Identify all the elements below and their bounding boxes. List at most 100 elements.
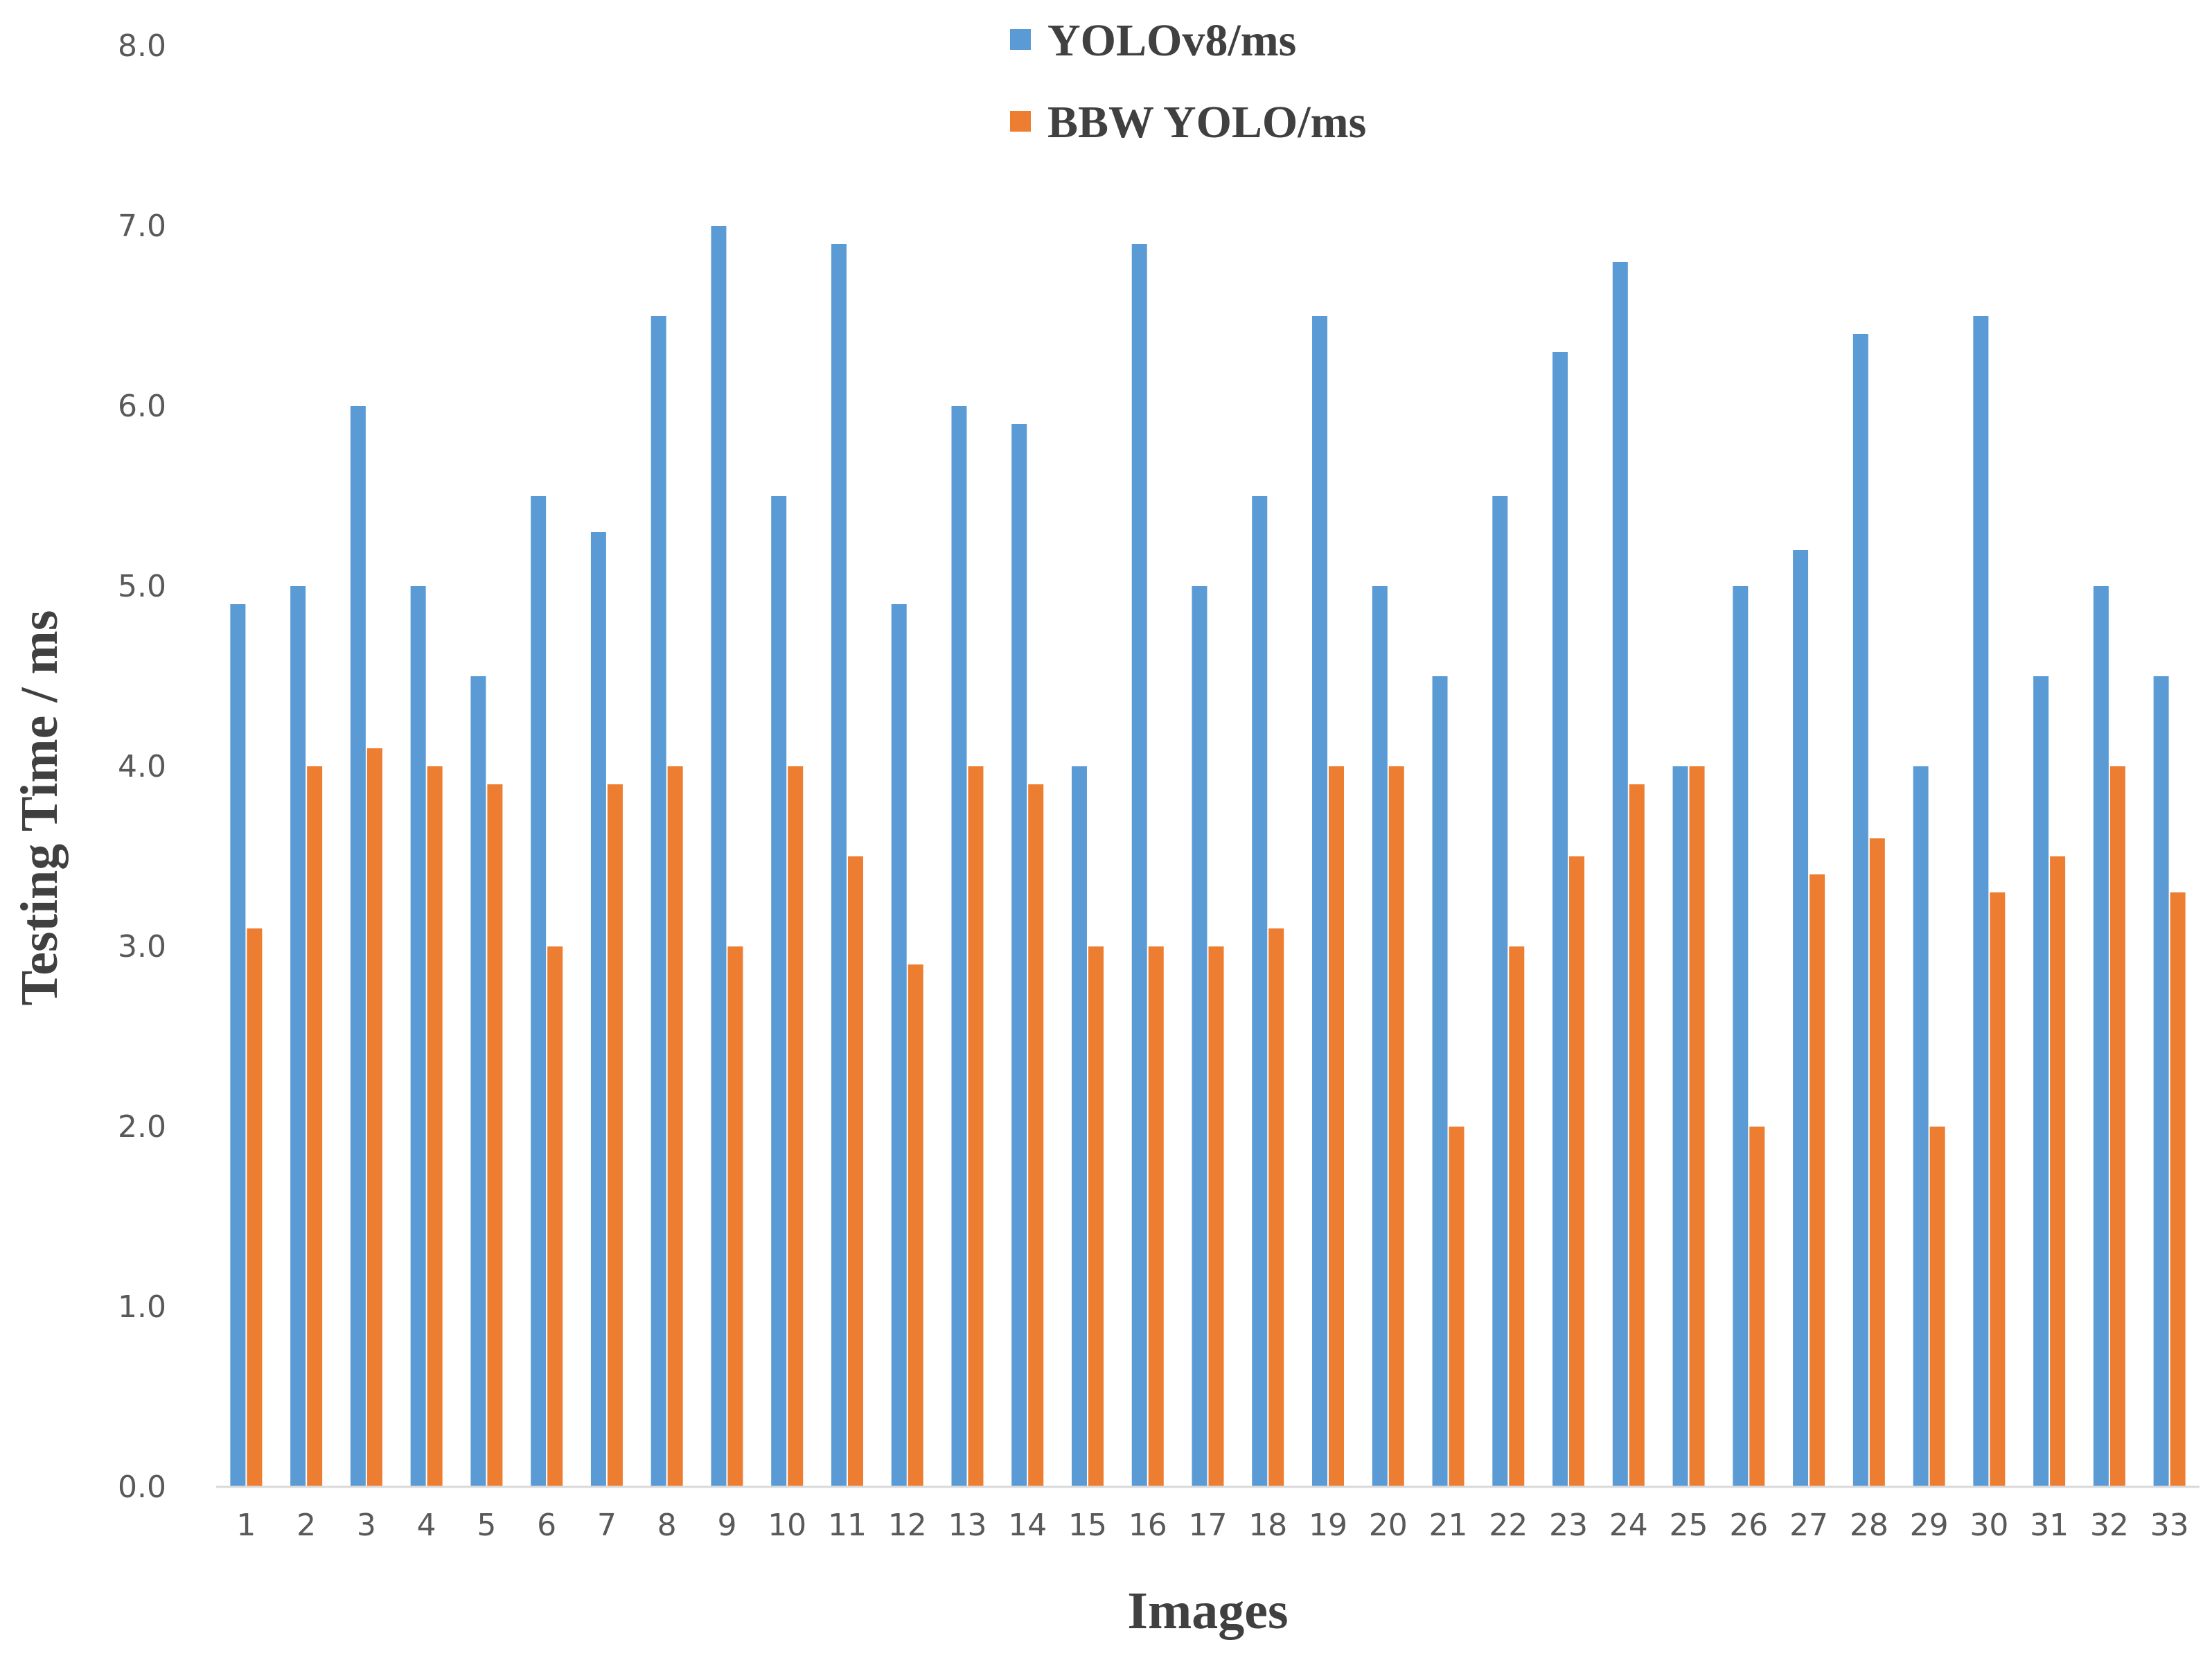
bar-bbw-yolo-19	[1329, 766, 1345, 1487]
y-tick-label: 1.0	[118, 1289, 166, 1325]
bar-bbw-yolo-16	[1148, 946, 1164, 1487]
bar-yolov8-17	[1192, 586, 1207, 1487]
bar-bbw-yolo-7	[607, 784, 623, 1487]
x-axis-title: Images	[1127, 1582, 1288, 1640]
x-tick-label: 26	[1729, 1508, 1768, 1543]
bar-bbw-yolo-29	[1929, 1127, 1945, 1487]
x-tick-label: 21	[1429, 1508, 1468, 1543]
x-tick-label: 23	[1549, 1508, 1588, 1543]
bar-yolov8-5	[470, 676, 486, 1487]
y-axis-ticks: 0.0 1.0 2.0 3.0 4.0 5.0 6.0 7.0 8.0	[118, 28, 166, 1505]
x-tick-label: 1	[236, 1508, 256, 1543]
bar-yolov8-15	[1071, 766, 1087, 1487]
bar-bbw-yolo-21	[1449, 1127, 1465, 1487]
bar-bbw-yolo-15	[1088, 946, 1104, 1487]
bar-yolov8-13	[951, 406, 967, 1487]
y-tick-label: 5.0	[118, 569, 166, 604]
bar-bbw-yolo-30	[1990, 892, 2006, 1487]
x-tick-label: 7	[597, 1508, 617, 1543]
bar-yolov8-11	[831, 244, 847, 1487]
x-tick-label: 31	[2030, 1508, 2069, 1543]
bar-bbw-yolo-32	[2109, 766, 2125, 1487]
bar-yolov8-12	[891, 604, 907, 1487]
bar-yolov8-28	[1852, 334, 1868, 1487]
bar-yolov8-31	[2033, 676, 2049, 1487]
legend-swatch-bbw-yolo	[1010, 111, 1031, 132]
x-tick-label: 25	[1670, 1508, 1708, 1543]
bar-yolov8-16	[1131, 244, 1147, 1487]
bar-yolov8-7	[590, 532, 606, 1487]
bar-yolov8-32	[2093, 586, 2109, 1487]
bar-bbw-yolo-33	[2170, 892, 2186, 1487]
bar-yolov8-19	[1312, 316, 1328, 1487]
x-tick-label: 13	[948, 1508, 986, 1543]
bar-bbw-yolo-25	[1689, 766, 1705, 1487]
x-tick-label: 30	[1970, 1508, 2008, 1543]
y-axis-title: Testing Time / ms	[10, 610, 69, 1006]
bar-yolov8-6	[531, 496, 547, 1487]
x-tick-label: 15	[1068, 1508, 1107, 1543]
bar-bbw-yolo-23	[1569, 856, 1585, 1487]
y-tick-label: 7.0	[118, 209, 166, 244]
bar-yolov8-33	[2153, 676, 2169, 1487]
x-tick-label: 2	[297, 1508, 316, 1543]
bar-yolov8-25	[1672, 766, 1688, 1487]
x-tick-label: 8	[657, 1508, 677, 1543]
bar-bbw-yolo-24	[1629, 784, 1645, 1487]
x-tick-label: 16	[1129, 1508, 1167, 1543]
bar-bbw-yolo-1	[247, 928, 263, 1487]
bar-yolov8-8	[651, 316, 666, 1487]
bar-yolov8-10	[771, 496, 787, 1487]
y-tick-label: 8.0	[118, 28, 166, 64]
bar-bbw-yolo-12	[908, 964, 923, 1487]
bar-bbw-yolo-2	[307, 766, 323, 1487]
x-tick-label: 9	[717, 1508, 736, 1543]
bar-yolov8-23	[1552, 352, 1568, 1487]
bar-yolov8-26	[1733, 586, 1749, 1487]
bar-bbw-yolo-26	[1749, 1127, 1765, 1487]
bar-yolov8-22	[1492, 496, 1508, 1487]
bars	[230, 226, 2186, 1487]
x-tick-label: 14	[1008, 1508, 1047, 1543]
legend-swatch-yolov8	[1010, 29, 1031, 50]
bar-bbw-yolo-18	[1268, 928, 1284, 1487]
bar-yolov8-24	[1612, 262, 1628, 1487]
bar-bbw-yolo-27	[1810, 874, 1825, 1487]
legend: YOLOv8/ms BBW YOLO/ms	[1010, 15, 1366, 148]
x-tick-label: 29	[1910, 1508, 1949, 1543]
bar-yolov8-2	[290, 586, 306, 1487]
x-tick-label: 32	[2090, 1508, 2129, 1543]
x-tick-label: 10	[768, 1508, 806, 1543]
bar-bbw-yolo-17	[1208, 946, 1224, 1487]
x-tick-label: 3	[357, 1508, 376, 1543]
bar-yolov8-27	[1793, 550, 1809, 1487]
bar-yolov8-3	[350, 406, 366, 1487]
bar-yolov8-29	[1913, 766, 1929, 1487]
y-tick-label: 3.0	[118, 929, 166, 964]
x-axis-ticks: 1 2 3 4 5 6 7 8 9 10 11 12 13 14 15 16 17 18 19 20 21 22 23 24 2…	[236, 1508, 2188, 1543]
bar-yolov8-20	[1372, 586, 1388, 1487]
bar-bbw-yolo-3	[366, 748, 382, 1487]
bar-bbw-yolo-13	[968, 766, 984, 1487]
bar-bbw-yolo-10	[788, 766, 804, 1487]
x-tick-label: 27	[1789, 1508, 1828, 1543]
bar-bbw-yolo-28	[1869, 838, 1885, 1487]
x-tick-label: 5	[477, 1508, 496, 1543]
bar-yolov8-1	[230, 604, 246, 1487]
x-tick-label: 12	[888, 1508, 927, 1543]
x-tick-label: 28	[1850, 1508, 1888, 1543]
x-tick-label: 6	[537, 1508, 556, 1543]
bar-bbw-yolo-22	[1509, 946, 1525, 1487]
bar-yolov8-14	[1011, 424, 1027, 1487]
y-tick-label: 6.0	[118, 389, 166, 424]
x-tick-label: 4	[417, 1508, 436, 1543]
y-tick-label: 4.0	[118, 749, 166, 784]
x-tick-label: 24	[1609, 1508, 1648, 1543]
bar-bbw-yolo-6	[547, 946, 563, 1487]
bar-bbw-yolo-20	[1388, 766, 1404, 1487]
x-tick-label: 18	[1248, 1508, 1287, 1543]
bar-yolov8-21	[1432, 676, 1448, 1487]
x-tick-label: 20	[1369, 1508, 1408, 1543]
y-tick-label: 2.0	[118, 1109, 166, 1145]
